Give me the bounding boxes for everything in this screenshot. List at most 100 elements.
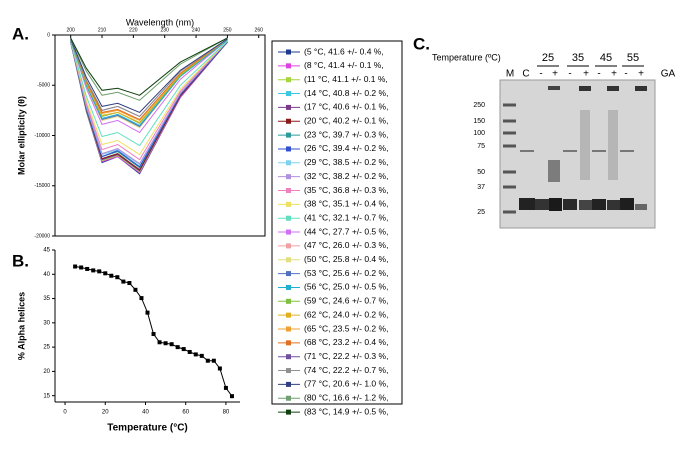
data-line: [70, 40, 228, 165]
y-axis-label: Molar ellipticity (θ): [16, 96, 26, 175]
legend-label: (38 °C, 35.1 +/- 0.4 %,: [304, 199, 388, 209]
legend-marker: [286, 160, 291, 166]
legend-label: (26 °C, 39.4 +/- 0.2 %,: [304, 143, 388, 153]
data-point: [79, 265, 84, 270]
group-label: 35: [572, 52, 584, 64]
lane-label: -: [597, 69, 600, 80]
y-tick-label: 40: [43, 272, 50, 278]
gel-image: [499, 79, 656, 229]
legend-label: (77 °C, 20.6 +/- 1.0 %,: [304, 379, 388, 389]
data-point: [127, 281, 132, 286]
panel-label: A.: [12, 24, 29, 43]
data-line: [70, 40, 228, 156]
data-point: [211, 358, 216, 363]
marker-size-label: 37: [477, 184, 485, 191]
axis-title: Wavelength (nm): [126, 17, 194, 27]
data-point: [97, 269, 102, 274]
panel-label: C.: [413, 34, 430, 53]
legend-label: (56 °C, 25.0 +/- 0.5 %,: [304, 282, 388, 292]
ladder-band: [503, 119, 516, 123]
legend-marker: [286, 201, 291, 207]
legend-marker: [286, 118, 291, 124]
data-point: [139, 296, 144, 301]
data-point: [217, 366, 222, 371]
panel-label: B.: [12, 251, 29, 270]
x-tick-label: 260: [255, 27, 264, 33]
data-line: [70, 37, 228, 96]
legend-marker: [286, 243, 291, 249]
legend-label: (44 °C, 27.7 +/- 0.5 %,: [304, 226, 388, 236]
data-point: [109, 273, 114, 278]
legend-label: (74 °C, 22.2 +/- 0.7 %,: [304, 365, 388, 375]
data-line: [70, 40, 228, 147]
y-tick-label: -20000: [34, 233, 50, 239]
group-label: 55: [627, 52, 639, 64]
legend-label: (80 °C, 16.6 +/- 1.2 %,: [304, 393, 388, 403]
legend-label: (65 °C, 23.5 +/- 0.2 %,: [304, 323, 388, 333]
data-point: [73, 264, 78, 269]
legend-label: (71 °C, 22.2 +/- 0.3 %,: [304, 351, 388, 361]
legend-label: (8 °C, 41.4 +/- 0.1 %,: [304, 60, 384, 70]
y-tick-label: 0: [47, 32, 50, 38]
legend-label: (20 °C, 40.2 +/- 0.1 %,: [304, 116, 388, 126]
legend-marker: [286, 271, 291, 277]
data-point: [145, 310, 150, 315]
lane-label: +: [611, 69, 617, 80]
group-label: 45: [600, 52, 612, 64]
y-tick-label: -10000: [34, 133, 50, 139]
legend-label: (59 °C, 24.6 +/- 0.7 %,: [304, 296, 388, 306]
y-tick-label: 45: [43, 248, 50, 254]
data-point: [91, 268, 96, 273]
legend-marker: [286, 381, 291, 387]
x-tick-label: 20: [102, 410, 109, 416]
y-tick-label: -5000: [37, 83, 50, 89]
legend-marker: [286, 215, 291, 221]
x-tick-label: 250: [223, 27, 232, 33]
plot-frame: [55, 250, 240, 402]
x-tick-label: 40: [142, 410, 149, 416]
legend-label: (29 °C, 38.5 +/- 0.2 %,: [304, 157, 388, 167]
data-line: [70, 37, 228, 101]
lane-label: -: [624, 69, 627, 80]
legend-label: (68 °C, 23.2 +/- 0.4 %,: [304, 337, 388, 347]
legend-marker: [286, 229, 291, 235]
lane-label: -: [539, 69, 542, 80]
lane-label: C: [522, 69, 529, 80]
legend-marker: [286, 91, 291, 97]
marker-size-label: 150: [473, 118, 485, 125]
x-tick-label: 220: [129, 27, 138, 33]
legend-marker: [286, 77, 291, 83]
marker-size-label: 50: [477, 169, 485, 176]
ladder-band: [503, 144, 516, 148]
y-axis-label: % Alpha helices: [16, 292, 26, 360]
y-tick-label: -15000: [34, 183, 50, 189]
data-point: [175, 345, 180, 350]
legend-label: (14 °C, 40.8 +/- 0.2 %,: [304, 88, 388, 98]
data-point: [115, 275, 120, 280]
data-line: [75, 266, 233, 397]
legend-label: (47 °C, 26.0 +/- 0.3 %,: [304, 240, 388, 250]
data-point: [103, 271, 108, 276]
data-line: [70, 39, 228, 134]
ladder-band: [503, 103, 516, 107]
legend-marker: [286, 409, 291, 415]
x-tick-label: 210: [98, 27, 107, 33]
gel-title: Temperature (ºC): [432, 52, 501, 62]
legend-label: (41 °C, 32.1 +/- 0.7 %,: [304, 212, 388, 222]
x-tick-label: 0: [63, 410, 67, 416]
legend-marker: [286, 340, 291, 346]
legend-marker: [286, 284, 291, 290]
legend-marker: [286, 395, 291, 401]
data-point: [157, 340, 162, 345]
y-tick-label: 30: [43, 320, 50, 326]
legend-marker: [286, 49, 291, 55]
data-line: [70, 39, 228, 127]
data-point: [205, 358, 210, 363]
legend-label: (32 °C, 38.2 +/- 0.2 %,: [304, 171, 388, 181]
lane-label: +: [552, 69, 558, 80]
legend-marker: [286, 104, 291, 110]
legend-label: (23 °C, 39.7 +/- 0.3 %,: [304, 129, 388, 139]
legend-marker: [286, 326, 291, 332]
data-point: [187, 349, 192, 354]
x-tick-label: 60: [182, 410, 189, 416]
